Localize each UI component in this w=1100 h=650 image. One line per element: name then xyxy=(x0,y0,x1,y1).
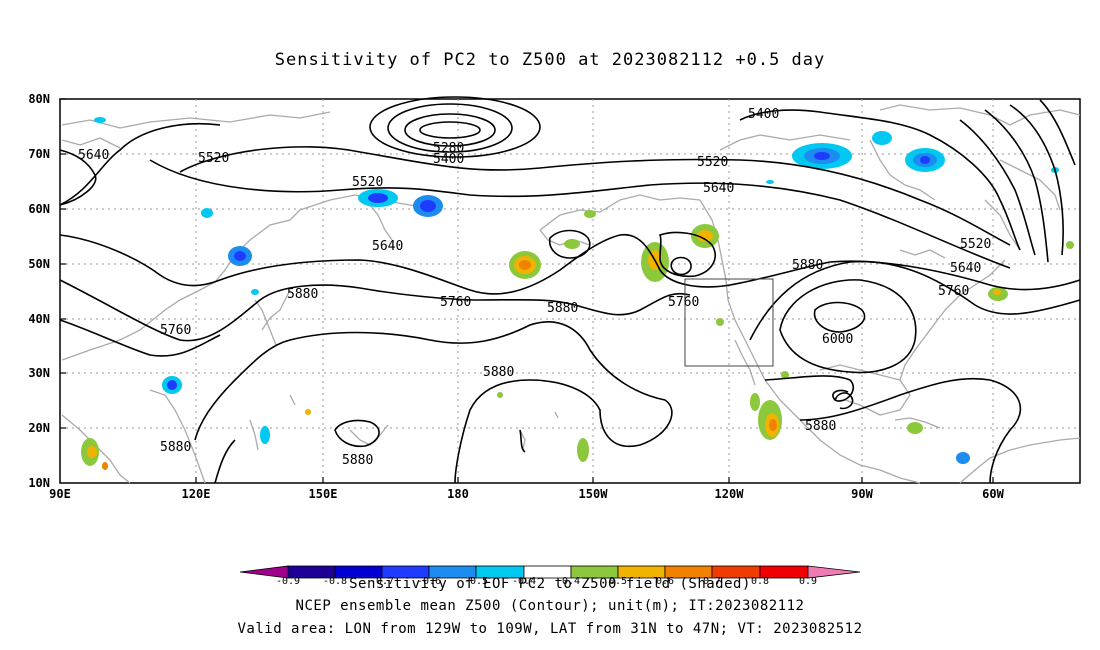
contour-label: 5520 xyxy=(960,237,991,252)
lon-label: 90E xyxy=(49,487,71,501)
contour-label: 5880 xyxy=(342,453,373,468)
colorbar-tick: -0.7 xyxy=(369,576,395,587)
colorbar-tick: 0.4 xyxy=(561,576,581,587)
colorbar-ticks: -0.9 -0.8 -0.7 -0.6 -0.5 -0.4 0.4 0.5 0.… xyxy=(240,576,860,590)
contour-label: 5520 xyxy=(198,151,229,166)
contour-label: 5760 xyxy=(160,323,191,338)
lat-label: 80N xyxy=(28,92,50,106)
contour-label: 5880 xyxy=(805,419,836,434)
footer-shaded-caption: Sensitivity of EOF PC2 to Z500 field (Sh… xyxy=(349,576,751,592)
contour-label: 5280 xyxy=(433,141,464,156)
contour-label: 5520 xyxy=(697,155,728,170)
contour-label: 5640 xyxy=(703,181,734,196)
lat-label: 60N xyxy=(28,202,50,216)
contour-labels: 5640 5520 5280 5400 5520 5400 5520 5640 … xyxy=(78,107,991,468)
colorbar-tick: 0.8 xyxy=(750,576,770,587)
lat-label: 30N xyxy=(28,366,50,380)
lon-label: 120E xyxy=(181,487,211,501)
footer-valid-area: Valid area: LON from 129W to 109W, LAT f… xyxy=(237,621,863,637)
contour-label: 5640 xyxy=(372,239,403,254)
colorbar-tick: -0.8 xyxy=(322,576,348,587)
colorbar-tick: -0.5 xyxy=(463,576,489,587)
lon-label: 150E xyxy=(308,487,338,501)
colorbar-tick: 0.6 xyxy=(655,576,675,587)
contour-label: 5880 xyxy=(160,440,191,455)
colorbar-tick: 0.7 xyxy=(702,576,722,587)
z500-contours xyxy=(59,96,1081,484)
lon-label: 120W xyxy=(714,487,744,501)
chart-title: Sensitivity of PC2 to Z500 at 2023082112… xyxy=(274,50,826,70)
colorbar-tick: -0.4 xyxy=(511,576,537,587)
colorbar-tick: -0.6 xyxy=(416,576,442,587)
contour-label: 5640 xyxy=(950,261,981,276)
lat-label: 40N xyxy=(28,312,50,326)
contour-label: 6000 xyxy=(822,332,853,347)
colorbar-tick: 0.9 xyxy=(798,576,818,587)
colorbar xyxy=(240,565,860,579)
lat-label: 10N xyxy=(28,476,50,490)
contour-label: 5400 xyxy=(748,107,779,122)
contour-label: 5520 xyxy=(352,175,383,190)
contour-label: 5880 xyxy=(483,365,514,380)
contour-label: 5400 xyxy=(433,152,464,167)
verification-area-box xyxy=(684,278,774,367)
lat-label: 50N xyxy=(28,257,50,271)
footer-contour-caption: NCEP ensemble mean Z500 (Contour); unit(… xyxy=(295,598,805,614)
lon-label: 60W xyxy=(982,487,1004,501)
contour-label: 5640 xyxy=(78,148,109,163)
lon-label: 150W xyxy=(578,487,608,501)
contour-label: 5880 xyxy=(547,301,578,316)
lon-label: 180 xyxy=(447,487,469,501)
contour-label: 5760 xyxy=(938,284,969,299)
lat-label: 70N xyxy=(28,147,50,161)
contour-label: 5760 xyxy=(440,295,471,310)
lon-label: 90W xyxy=(851,487,873,501)
colorbar-tick: 0.5 xyxy=(608,576,628,587)
contour-label: 5760 xyxy=(668,295,699,310)
colorbar-segment xyxy=(807,565,860,579)
contour-label: 5880 xyxy=(287,287,318,302)
tick-marks xyxy=(60,98,994,483)
contour-label: 5880 xyxy=(792,258,823,273)
colorbar-tick: -0.9 xyxy=(275,576,301,587)
lat-label: 20N xyxy=(28,421,50,435)
